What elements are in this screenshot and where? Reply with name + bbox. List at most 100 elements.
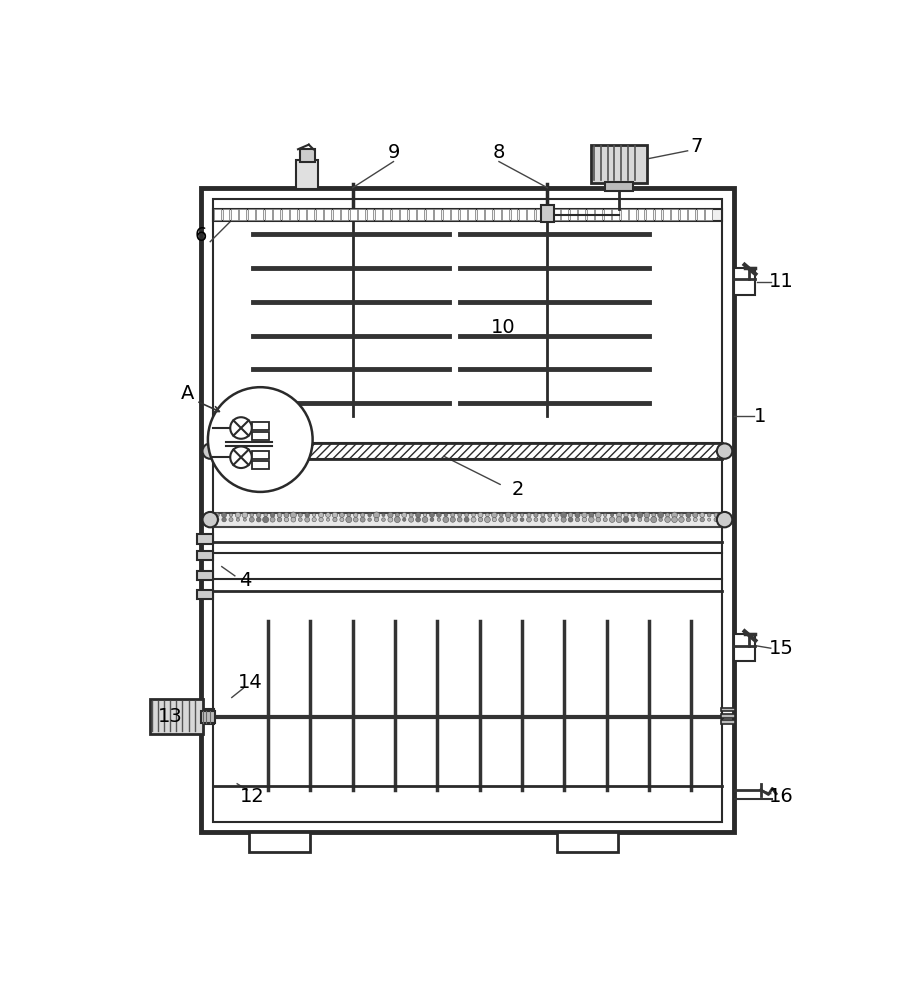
Text: 8: 8 (492, 143, 505, 162)
Bar (197, 571, 213, 580)
Circle shape (596, 517, 601, 522)
Circle shape (486, 513, 489, 517)
Text: A: A (180, 384, 194, 403)
Circle shape (222, 513, 226, 517)
Bar (297, 160, 318, 189)
Circle shape (230, 446, 251, 468)
Bar (400, 209, 407, 220)
Bar (528, 209, 534, 220)
Circle shape (264, 513, 267, 517)
Circle shape (492, 512, 497, 518)
Circle shape (202, 443, 218, 459)
Circle shape (262, 517, 269, 523)
Bar (587, 209, 593, 220)
Bar (541, 205, 553, 222)
Circle shape (513, 517, 517, 522)
Circle shape (464, 517, 469, 522)
Bar (721, 708, 735, 711)
Bar (553, 209, 560, 220)
Circle shape (319, 517, 323, 522)
Bar (333, 209, 340, 220)
Circle shape (284, 513, 289, 517)
Bar (451, 209, 458, 220)
Circle shape (582, 512, 587, 518)
Bar (663, 209, 670, 220)
Bar (274, 209, 280, 220)
Bar (680, 209, 687, 220)
Circle shape (484, 517, 491, 523)
Circle shape (354, 513, 358, 517)
Circle shape (346, 517, 352, 523)
Bar (197, 534, 213, 544)
Circle shape (382, 513, 385, 517)
Text: 6: 6 (195, 226, 207, 245)
Bar (561, 209, 568, 220)
Circle shape (230, 417, 251, 439)
Bar (316, 209, 322, 220)
Circle shape (717, 512, 732, 527)
Bar (621, 209, 627, 220)
Circle shape (339, 513, 345, 517)
Bar (239, 209, 247, 220)
Bar (510, 209, 517, 220)
Circle shape (305, 517, 310, 522)
Circle shape (555, 518, 558, 521)
Circle shape (505, 512, 511, 518)
Bar (231, 209, 238, 220)
Circle shape (471, 517, 476, 522)
Bar (721, 720, 735, 724)
Bar (282, 209, 288, 220)
Circle shape (651, 513, 656, 517)
Circle shape (644, 512, 650, 518)
Circle shape (687, 518, 690, 522)
Circle shape (202, 512, 218, 527)
Circle shape (644, 517, 650, 522)
Circle shape (388, 512, 393, 518)
Circle shape (582, 517, 587, 522)
Circle shape (215, 513, 219, 517)
Circle shape (568, 517, 573, 522)
Circle shape (513, 513, 517, 517)
Circle shape (609, 517, 615, 522)
Circle shape (312, 517, 316, 522)
Bar (223, 209, 229, 220)
Circle shape (443, 517, 449, 523)
Circle shape (717, 443, 732, 459)
Circle shape (624, 513, 628, 517)
Text: 9: 9 (387, 143, 400, 162)
Circle shape (672, 512, 677, 518)
Circle shape (277, 517, 282, 522)
Circle shape (457, 513, 462, 517)
Text: 16: 16 (769, 787, 794, 806)
Circle shape (382, 518, 385, 521)
Bar (477, 209, 483, 220)
Circle shape (548, 518, 552, 522)
Bar (485, 209, 492, 220)
Bar (672, 209, 678, 220)
Circle shape (576, 518, 579, 522)
Circle shape (312, 513, 316, 517)
Bar (536, 209, 543, 220)
Circle shape (347, 513, 350, 517)
Circle shape (561, 512, 566, 518)
Bar (544, 209, 552, 220)
Circle shape (561, 517, 566, 522)
Bar (150, 699, 202, 734)
Circle shape (693, 518, 698, 522)
Circle shape (444, 513, 447, 517)
Circle shape (277, 513, 282, 517)
Circle shape (242, 512, 248, 518)
Circle shape (650, 517, 657, 523)
Circle shape (298, 518, 302, 522)
Bar (383, 209, 391, 220)
Bar (251, 451, 269, 459)
Circle shape (465, 513, 468, 517)
Bar (502, 209, 509, 220)
Bar (688, 209, 696, 220)
Bar (654, 209, 662, 220)
Circle shape (568, 513, 573, 517)
Circle shape (679, 517, 684, 522)
Circle shape (714, 518, 718, 522)
Bar (734, 634, 755, 661)
Circle shape (527, 517, 531, 522)
